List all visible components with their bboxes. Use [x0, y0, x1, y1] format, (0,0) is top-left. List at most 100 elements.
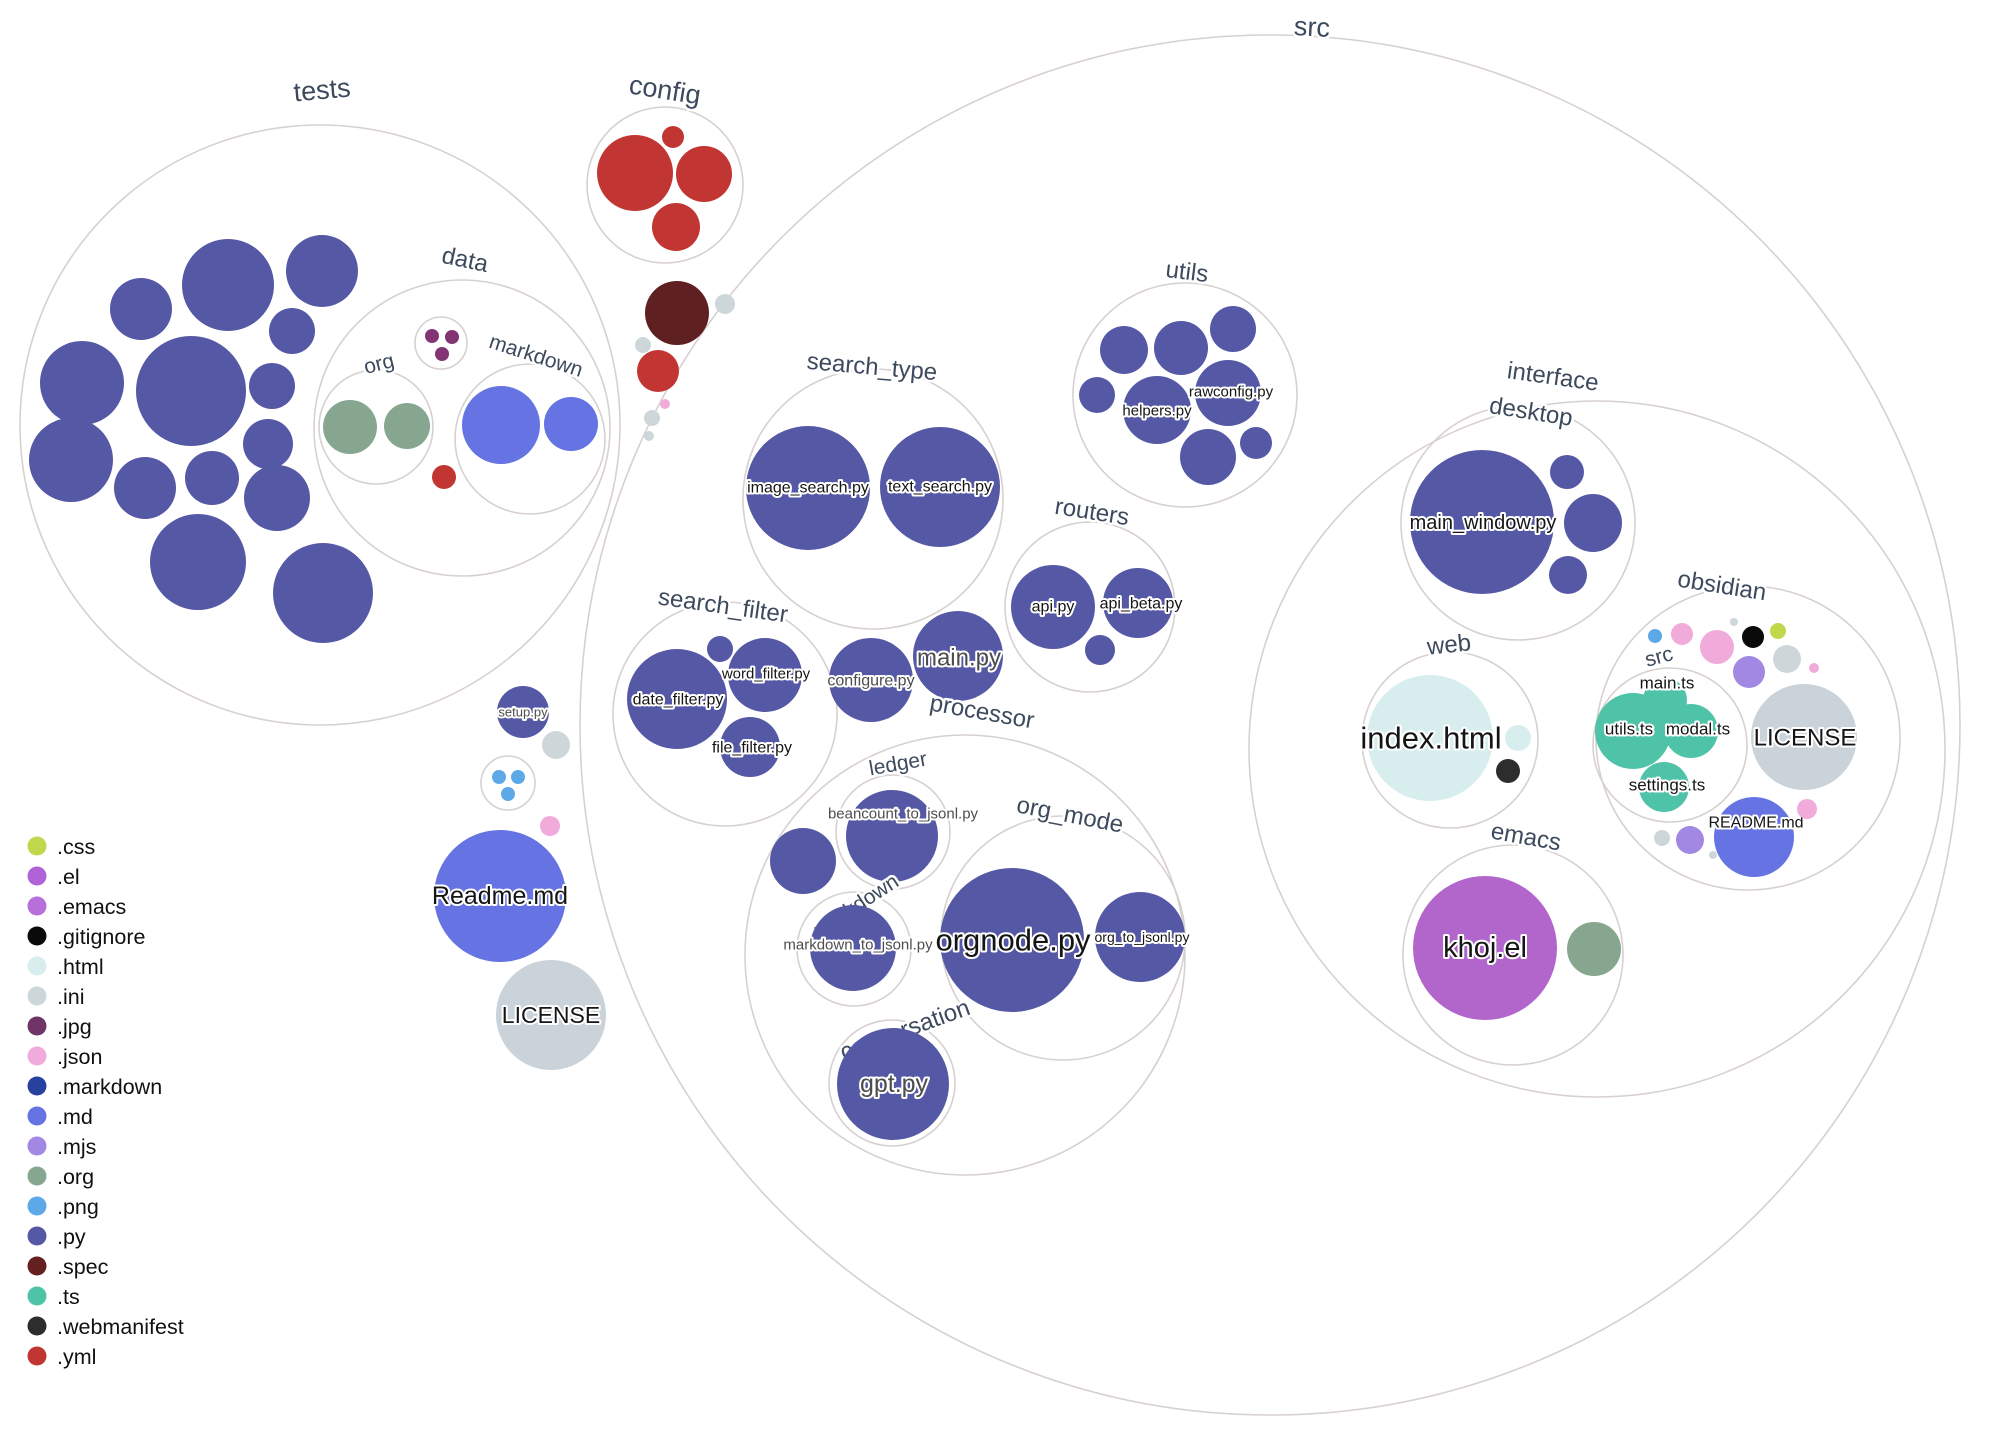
legend-item: .gitignore	[27, 925, 145, 949]
main-window-py-circle	[1410, 450, 1554, 594]
search-filter-folder-group: search_filter date_filter.py word_filter…	[612, 581, 838, 827]
yml-file-circle	[432, 465, 456, 489]
yml-file-circle	[662, 126, 684, 148]
obsidian-folder-group: obsidian src main.ts utils.ts modal.ts s…	[1592, 563, 1901, 891]
md-file-circle	[544, 397, 598, 451]
readme-md-label: Readme.md	[432, 882, 568, 910]
json-file-circle	[1797, 799, 1817, 819]
modal-ts-circle	[1664, 704, 1718, 758]
py-file-circle	[114, 457, 176, 519]
ini-file-circle	[1730, 618, 1738, 626]
emacs-folder-group: emacs khoj.el	[1402, 815, 1624, 1066]
py-file-circle	[136, 336, 246, 446]
webmanifest-file-circle	[1496, 759, 1520, 783]
helpers-py-circle	[1123, 376, 1191, 444]
ini-file-circle	[644, 431, 654, 441]
api-py-circle	[1011, 565, 1095, 649]
legend-label: .md	[57, 1105, 93, 1129]
setup-py-label: setup.py	[498, 705, 548, 720]
desktop-folder-circle	[1400, 405, 1636, 641]
api-beta-py-label: api_beta.py	[1100, 596, 1183, 613]
legend-item: .org	[27, 1165, 94, 1189]
legend-swatch	[27, 1286, 47, 1306]
json-file-circle	[540, 816, 560, 836]
config-folder-circle	[586, 106, 744, 264]
legend-swatch	[27, 1016, 47, 1036]
utils-folder-circle	[1072, 282, 1298, 508]
gpt-py-circle	[837, 1028, 949, 1140]
legend-swatch	[27, 956, 47, 976]
obsidian-src-folder-group: src main.ts utils.ts modal.ts settings.t…	[1592, 640, 1748, 823]
jpg-folder-circle	[414, 316, 468, 370]
html-file-circle	[1505, 725, 1531, 751]
yml-file-circle	[637, 350, 679, 392]
legend-label: .json	[57, 1045, 102, 1069]
legend-item: .md	[27, 1105, 93, 1129]
date-filter-py-label: date_filter.py	[633, 692, 724, 709]
text-search-py-circle	[880, 427, 1000, 547]
py-file-circle	[249, 363, 295, 409]
py-file-circle	[1079, 377, 1115, 413]
ledger-folder-group: ledger beancount_to_jsonl.py	[826, 745, 981, 890]
py-file-circle	[1564, 494, 1622, 552]
legend-swatch	[27, 836, 47, 856]
web-folder-label: web	[1425, 629, 1473, 661]
tests-folder-group: tests data org	[19, 70, 621, 726]
file-filter-py-circle	[720, 717, 780, 777]
legend-swatch	[27, 926, 47, 946]
rawconfig-py-label: rawconfig.py	[1189, 384, 1274, 401]
docs-folder-circle	[480, 755, 536, 811]
org-to-jsonl-py-label: org_to_jsonl.py	[1095, 929, 1190, 945]
py-file-circle	[40, 341, 124, 425]
py-file-circle	[182, 239, 274, 331]
jpg-folder-group	[414, 316, 468, 370]
src-folder-circle	[579, 34, 1961, 1416]
mjs-file-circle	[1733, 656, 1765, 688]
legend-swatch	[27, 1106, 47, 1126]
legend-item: .ts	[27, 1285, 80, 1309]
docs-folder-group	[480, 755, 536, 811]
rawconfig-py-circle	[1195, 360, 1261, 426]
search-type-folder-circle	[742, 368, 1004, 630]
markdown-folder-label: markdown	[486, 330, 585, 382]
py-file-circle	[707, 636, 733, 662]
search-type-folder-group: search_type image_search.py text_search.…	[742, 345, 1004, 630]
org-file-circle	[384, 403, 430, 449]
index-html-label: index.html	[1360, 721, 1501, 756]
readme-md-circle	[434, 830, 566, 962]
json-file-circle	[1700, 630, 1734, 664]
jpg-file-circle	[445, 330, 459, 344]
legend-label: .spec	[57, 1255, 109, 1279]
configure-py-circle	[829, 638, 913, 722]
png-file-circle	[511, 770, 525, 784]
settings-ts-circle	[1639, 762, 1689, 812]
legend-item: .css	[27, 835, 95, 859]
obsidian-readme-label: README.md	[1708, 815, 1803, 832]
legend-label: .jpg	[57, 1015, 92, 1039]
jpg-file-circle	[435, 347, 449, 361]
markdown-to-jsonl-py-circle	[810, 905, 896, 991]
legend-item: .markdown	[27, 1075, 162, 1099]
legend-swatch	[27, 1046, 47, 1066]
legend-label: .py	[57, 1225, 86, 1249]
legend-item: .emacs	[27, 895, 126, 919]
css-file-circle	[1770, 623, 1786, 639]
interface-folder-group: interface desktop main_window.py web ind…	[1248, 355, 1946, 1098]
legend-item: .yml	[27, 1345, 96, 1369]
obsidian-folder-label: obsidian	[1676, 566, 1769, 607]
png-file-circle	[501, 787, 515, 801]
legend-label: .html	[57, 955, 104, 979]
license-file-circle	[496, 960, 606, 1070]
main-py-label: main.py	[917, 645, 1001, 672]
legend-label: .ts	[57, 1285, 80, 1309]
py-file-circle	[286, 235, 358, 307]
legend-item: .spec	[27, 1255, 109, 1279]
py-file-circle	[1240, 427, 1272, 459]
emacs-folder-circle	[1402, 844, 1624, 1066]
conversation-folder-circle	[828, 1019, 956, 1147]
legend-swatch	[27, 1256, 47, 1276]
obsidian-license-circle	[1751, 684, 1857, 790]
legend-label: .el	[57, 865, 80, 889]
org-mode-folder-group: org_mode orgnode.py org_to_jsonl.py	[933, 789, 1191, 1061]
py-file-circle	[1180, 429, 1236, 485]
